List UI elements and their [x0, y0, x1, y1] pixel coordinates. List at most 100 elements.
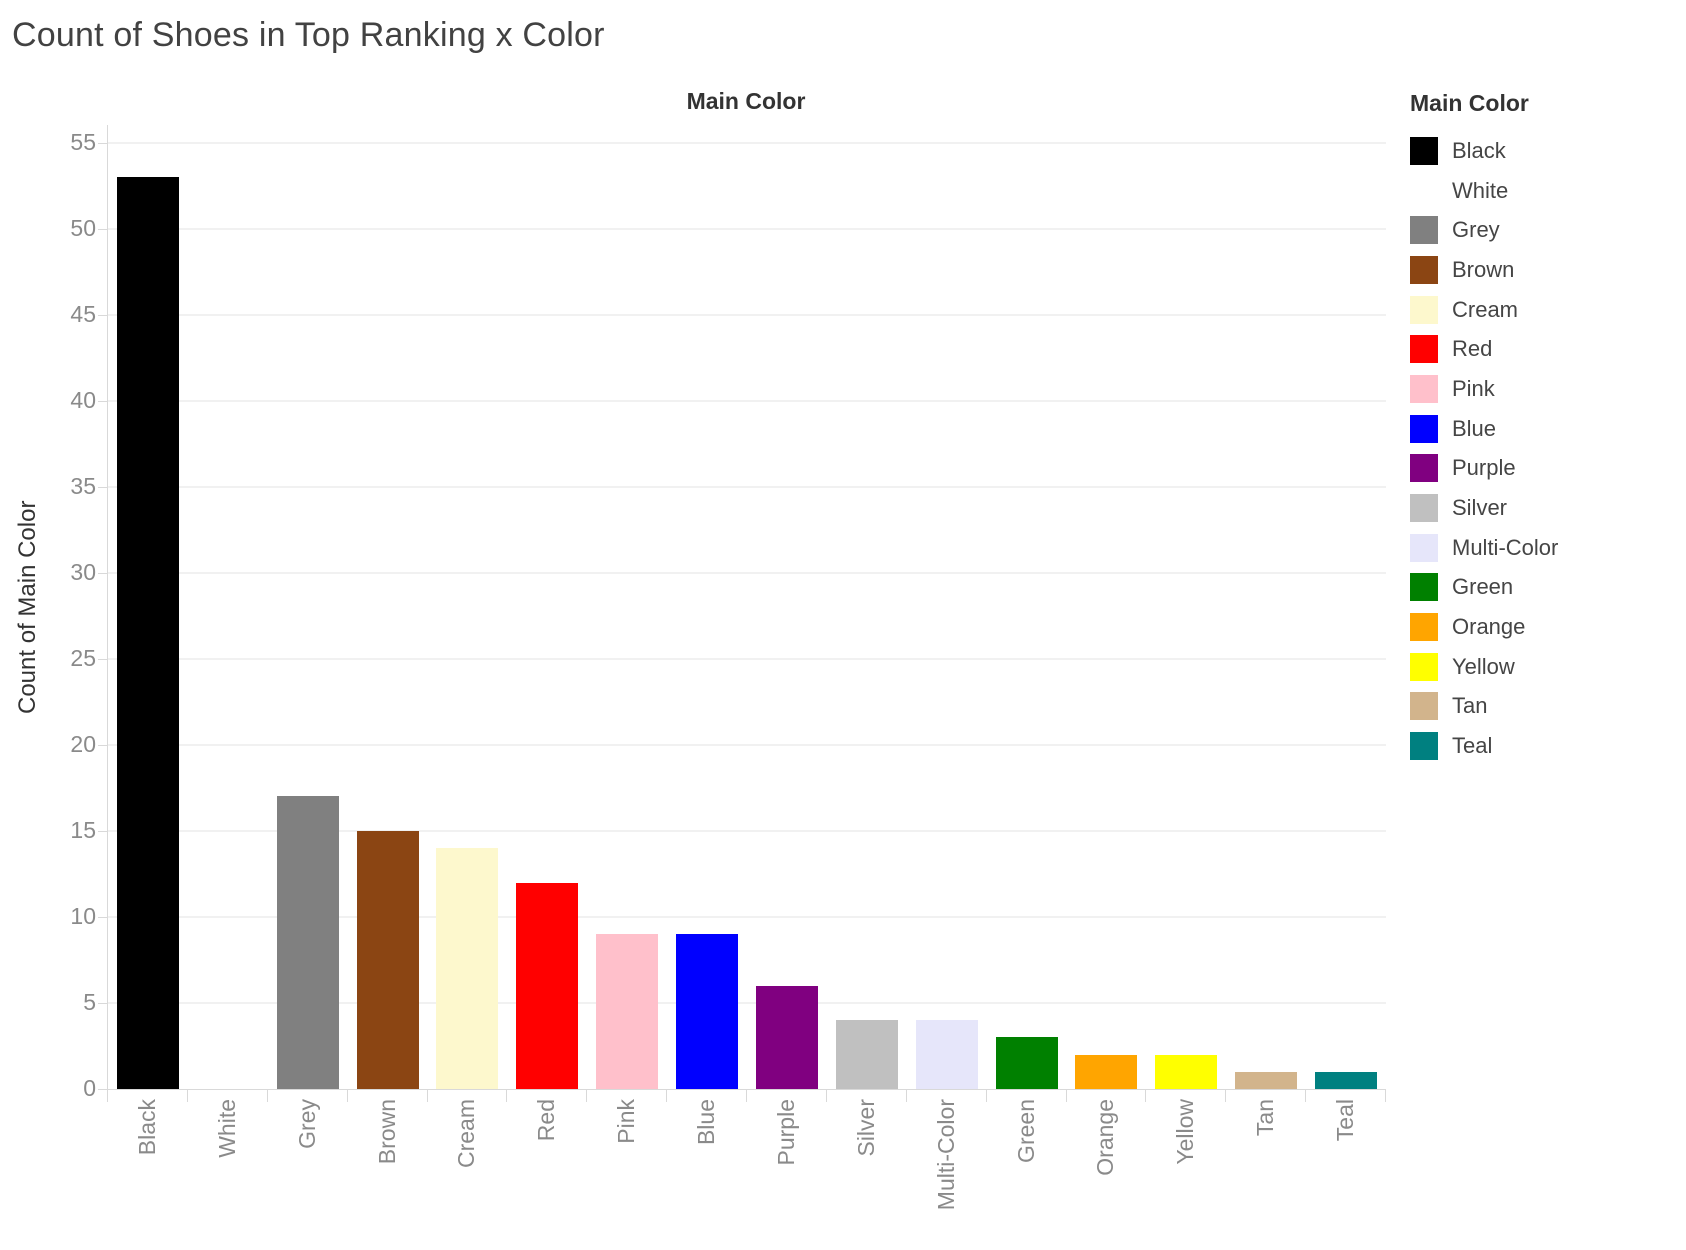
- legend-item-yellow[interactable]: Yellow: [1410, 647, 1558, 687]
- legend-swatch-silver: [1410, 494, 1438, 523]
- y-tick-label-10: 10: [70, 902, 96, 929]
- bar-black[interactable]: [116, 177, 179, 1089]
- gridline-y-50: [108, 227, 1386, 230]
- legend-label: Yellow: [1452, 653, 1515, 679]
- legend-swatch-teal: [1410, 732, 1438, 761]
- x-label-red[interactable]: Red: [533, 1099, 560, 1142]
- x-tick-mark: [1145, 1090, 1147, 1102]
- gridline-y-5: [108, 1001, 1386, 1004]
- legend-swatch-orange: [1410, 613, 1438, 642]
- y-tick-mark: [98, 744, 107, 746]
- legend-label: Blue: [1452, 415, 1497, 441]
- x-tick-mark: [186, 1090, 188, 1102]
- legend-title: Main Color: [1410, 90, 1529, 116]
- x-label-cream[interactable]: Cream: [453, 1099, 480, 1169]
- y-tick-mark: [98, 142, 107, 144]
- legend-label: Multi-Color: [1452, 534, 1559, 560]
- legend-item-teal[interactable]: Teal: [1410, 726, 1558, 766]
- legend-item-white[interactable]: White: [1410, 171, 1558, 211]
- x-label-teal[interactable]: Teal: [1332, 1099, 1359, 1142]
- bar-teal[interactable]: [1315, 1071, 1378, 1089]
- legend-swatch-pink: [1410, 374, 1438, 403]
- legend-items: Black White Grey Brown Cream Red Pink Blue Purpl…: [1410, 131, 1558, 766]
- y-tick-mark: [98, 1089, 107, 1090]
- legend-label: Cream: [1452, 296, 1519, 322]
- legend-item-red[interactable]: Red: [1410, 329, 1558, 369]
- bar-pink[interactable]: [596, 934, 659, 1089]
- bar-green[interactable]: [995, 1037, 1058, 1089]
- legend-item-tan[interactable]: Tan: [1410, 687, 1558, 727]
- bar-red[interactable]: [516, 882, 579, 1089]
- gridline-y-35: [108, 485, 1386, 488]
- legend-item-pink[interactable]: Pink: [1410, 369, 1558, 409]
- legend-swatch-red: [1410, 335, 1438, 364]
- x-label-black[interactable]: Black: [133, 1099, 160, 1156]
- legend-swatch-blue: [1410, 414, 1438, 443]
- gridline-y-15: [108, 829, 1386, 832]
- legend-item-cream[interactable]: Cream: [1410, 290, 1558, 330]
- legend: Main Color Black White Grey Brown Cream Red Pi…: [1410, 90, 1558, 766]
- bar-grey[interactable]: [276, 796, 339, 1089]
- bar-multi-color[interactable]: [915, 1020, 978, 1089]
- bar-brown[interactable]: [356, 830, 419, 1089]
- legend-swatch-black: [1410, 136, 1438, 165]
- x-tick-mark: [985, 1090, 987, 1102]
- legend-label: Black: [1452, 137, 1506, 163]
- gridline-y-10: [108, 915, 1386, 918]
- x-label-orange[interactable]: Orange: [1092, 1099, 1119, 1176]
- legend-label: Silver: [1452, 495, 1508, 521]
- x-label-pink[interactable]: Pink: [613, 1099, 640, 1144]
- y-tick-mark: [98, 658, 107, 660]
- legend-item-orange[interactable]: Orange: [1410, 607, 1558, 647]
- y-tick-label-25: 25: [70, 644, 96, 671]
- legend-item-green[interactable]: Green: [1410, 568, 1558, 608]
- y-tick-label-0: 0: [83, 1075, 96, 1101]
- x-label-multi-color[interactable]: Multi-Color: [932, 1099, 959, 1211]
- legend-label: Teal: [1452, 733, 1493, 759]
- bar-cream[interactable]: [436, 848, 499, 1089]
- y-tick-mark: [98, 400, 107, 402]
- x-tick-mark: [1225, 1090, 1227, 1102]
- legend-item-black[interactable]: Black: [1410, 131, 1558, 171]
- x-label-green[interactable]: Green: [1012, 1099, 1039, 1163]
- plot-area: [107, 125, 1386, 1090]
- bar-tan[interactable]: [1235, 1071, 1298, 1089]
- legend-item-grey[interactable]: Grey: [1410, 210, 1558, 250]
- legend-item-multi-color[interactable]: Multi-Color: [1410, 528, 1558, 568]
- bar-orange[interactable]: [1075, 1054, 1138, 1089]
- x-tick-mark: [905, 1090, 907, 1102]
- legend-item-blue[interactable]: Blue: [1410, 409, 1558, 449]
- legend-swatch-white: [1410, 176, 1438, 205]
- x-label-silver[interactable]: Silver: [852, 1099, 879, 1157]
- x-label-brown[interactable]: Brown: [373, 1099, 400, 1165]
- y-tick-label-15: 15: [70, 816, 96, 843]
- x-label-grey[interactable]: Grey: [293, 1099, 320, 1149]
- y-tick-label-55: 55: [70, 128, 96, 155]
- bar-silver[interactable]: [835, 1020, 898, 1089]
- legend-item-brown[interactable]: Brown: [1410, 250, 1558, 290]
- legend-label: Purple: [1452, 455, 1516, 481]
- y-tick-mark: [98, 228, 107, 230]
- legend-label: Tan: [1452, 693, 1488, 719]
- legend-swatch-yellow: [1410, 652, 1438, 681]
- x-tick-mark: [746, 1090, 747, 1102]
- x-label-yellow[interactable]: Yellow: [1172, 1099, 1199, 1165]
- legend-label: Red: [1452, 336, 1493, 362]
- legend-label: Brown: [1452, 256, 1515, 282]
- x-tick-mark: [825, 1090, 827, 1102]
- legend-item-purple[interactable]: Purple: [1410, 449, 1558, 489]
- bar-yellow[interactable]: [1155, 1054, 1218, 1089]
- x-label-white[interactable]: White: [213, 1099, 240, 1158]
- x-tick-mark: [586, 1090, 588, 1102]
- y-tick-label-45: 45: [70, 300, 96, 327]
- legend-label: Orange: [1452, 614, 1526, 640]
- y-tick-label-5: 5: [83, 988, 96, 1015]
- x-tick-mark: [1065, 1090, 1067, 1102]
- x-label-purple[interactable]: Purple: [772, 1099, 799, 1166]
- x-label-tan[interactable]: Tan: [1252, 1099, 1279, 1137]
- bar-blue[interactable]: [676, 934, 739, 1089]
- x-tick-mark: [1305, 1090, 1307, 1102]
- bar-purple[interactable]: [755, 985, 818, 1089]
- legend-item-silver[interactable]: Silver: [1410, 488, 1558, 528]
- x-label-blue[interactable]: Blue: [693, 1099, 720, 1146]
